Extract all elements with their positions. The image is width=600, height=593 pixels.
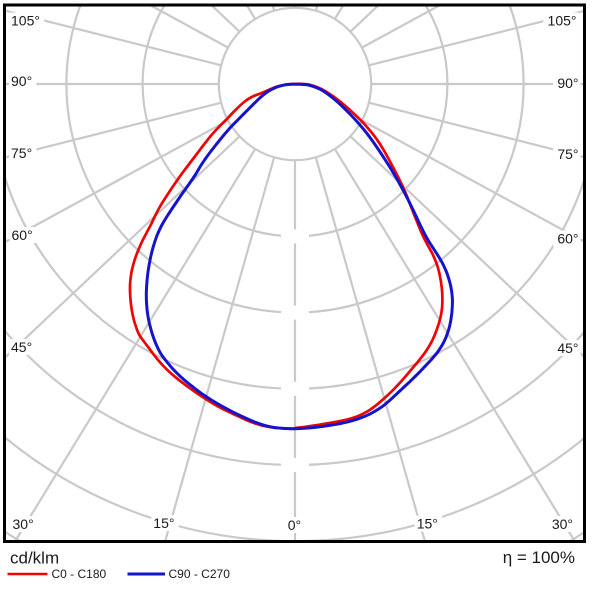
svg-text:C0 - C180: C0 - C180	[52, 567, 107, 581]
svg-text:105°: 105°	[11, 13, 40, 29]
svg-text:90°: 90°	[11, 73, 32, 89]
svg-text:15°: 15°	[153, 515, 174, 531]
svg-text:η = 100%: η = 100%	[503, 548, 575, 567]
svg-text:15°: 15°	[417, 516, 438, 532]
svg-text:45°: 45°	[11, 339, 32, 355]
svg-text:0°: 0°	[288, 517, 301, 533]
svg-text:60°: 60°	[12, 227, 33, 243]
svg-text:30°: 30°	[552, 516, 573, 532]
svg-text:30°: 30°	[13, 516, 34, 532]
svg-text:75°: 75°	[557, 146, 578, 162]
svg-text:45°: 45°	[557, 340, 578, 356]
svg-text:90°: 90°	[557, 75, 578, 91]
svg-text:60°: 60°	[557, 231, 578, 247]
svg-text:C90 - C270: C90 - C270	[169, 567, 231, 581]
svg-text:cd/klm: cd/klm	[10, 549, 59, 568]
svg-text:105°: 105°	[548, 13, 577, 29]
svg-text:75°: 75°	[11, 145, 32, 161]
